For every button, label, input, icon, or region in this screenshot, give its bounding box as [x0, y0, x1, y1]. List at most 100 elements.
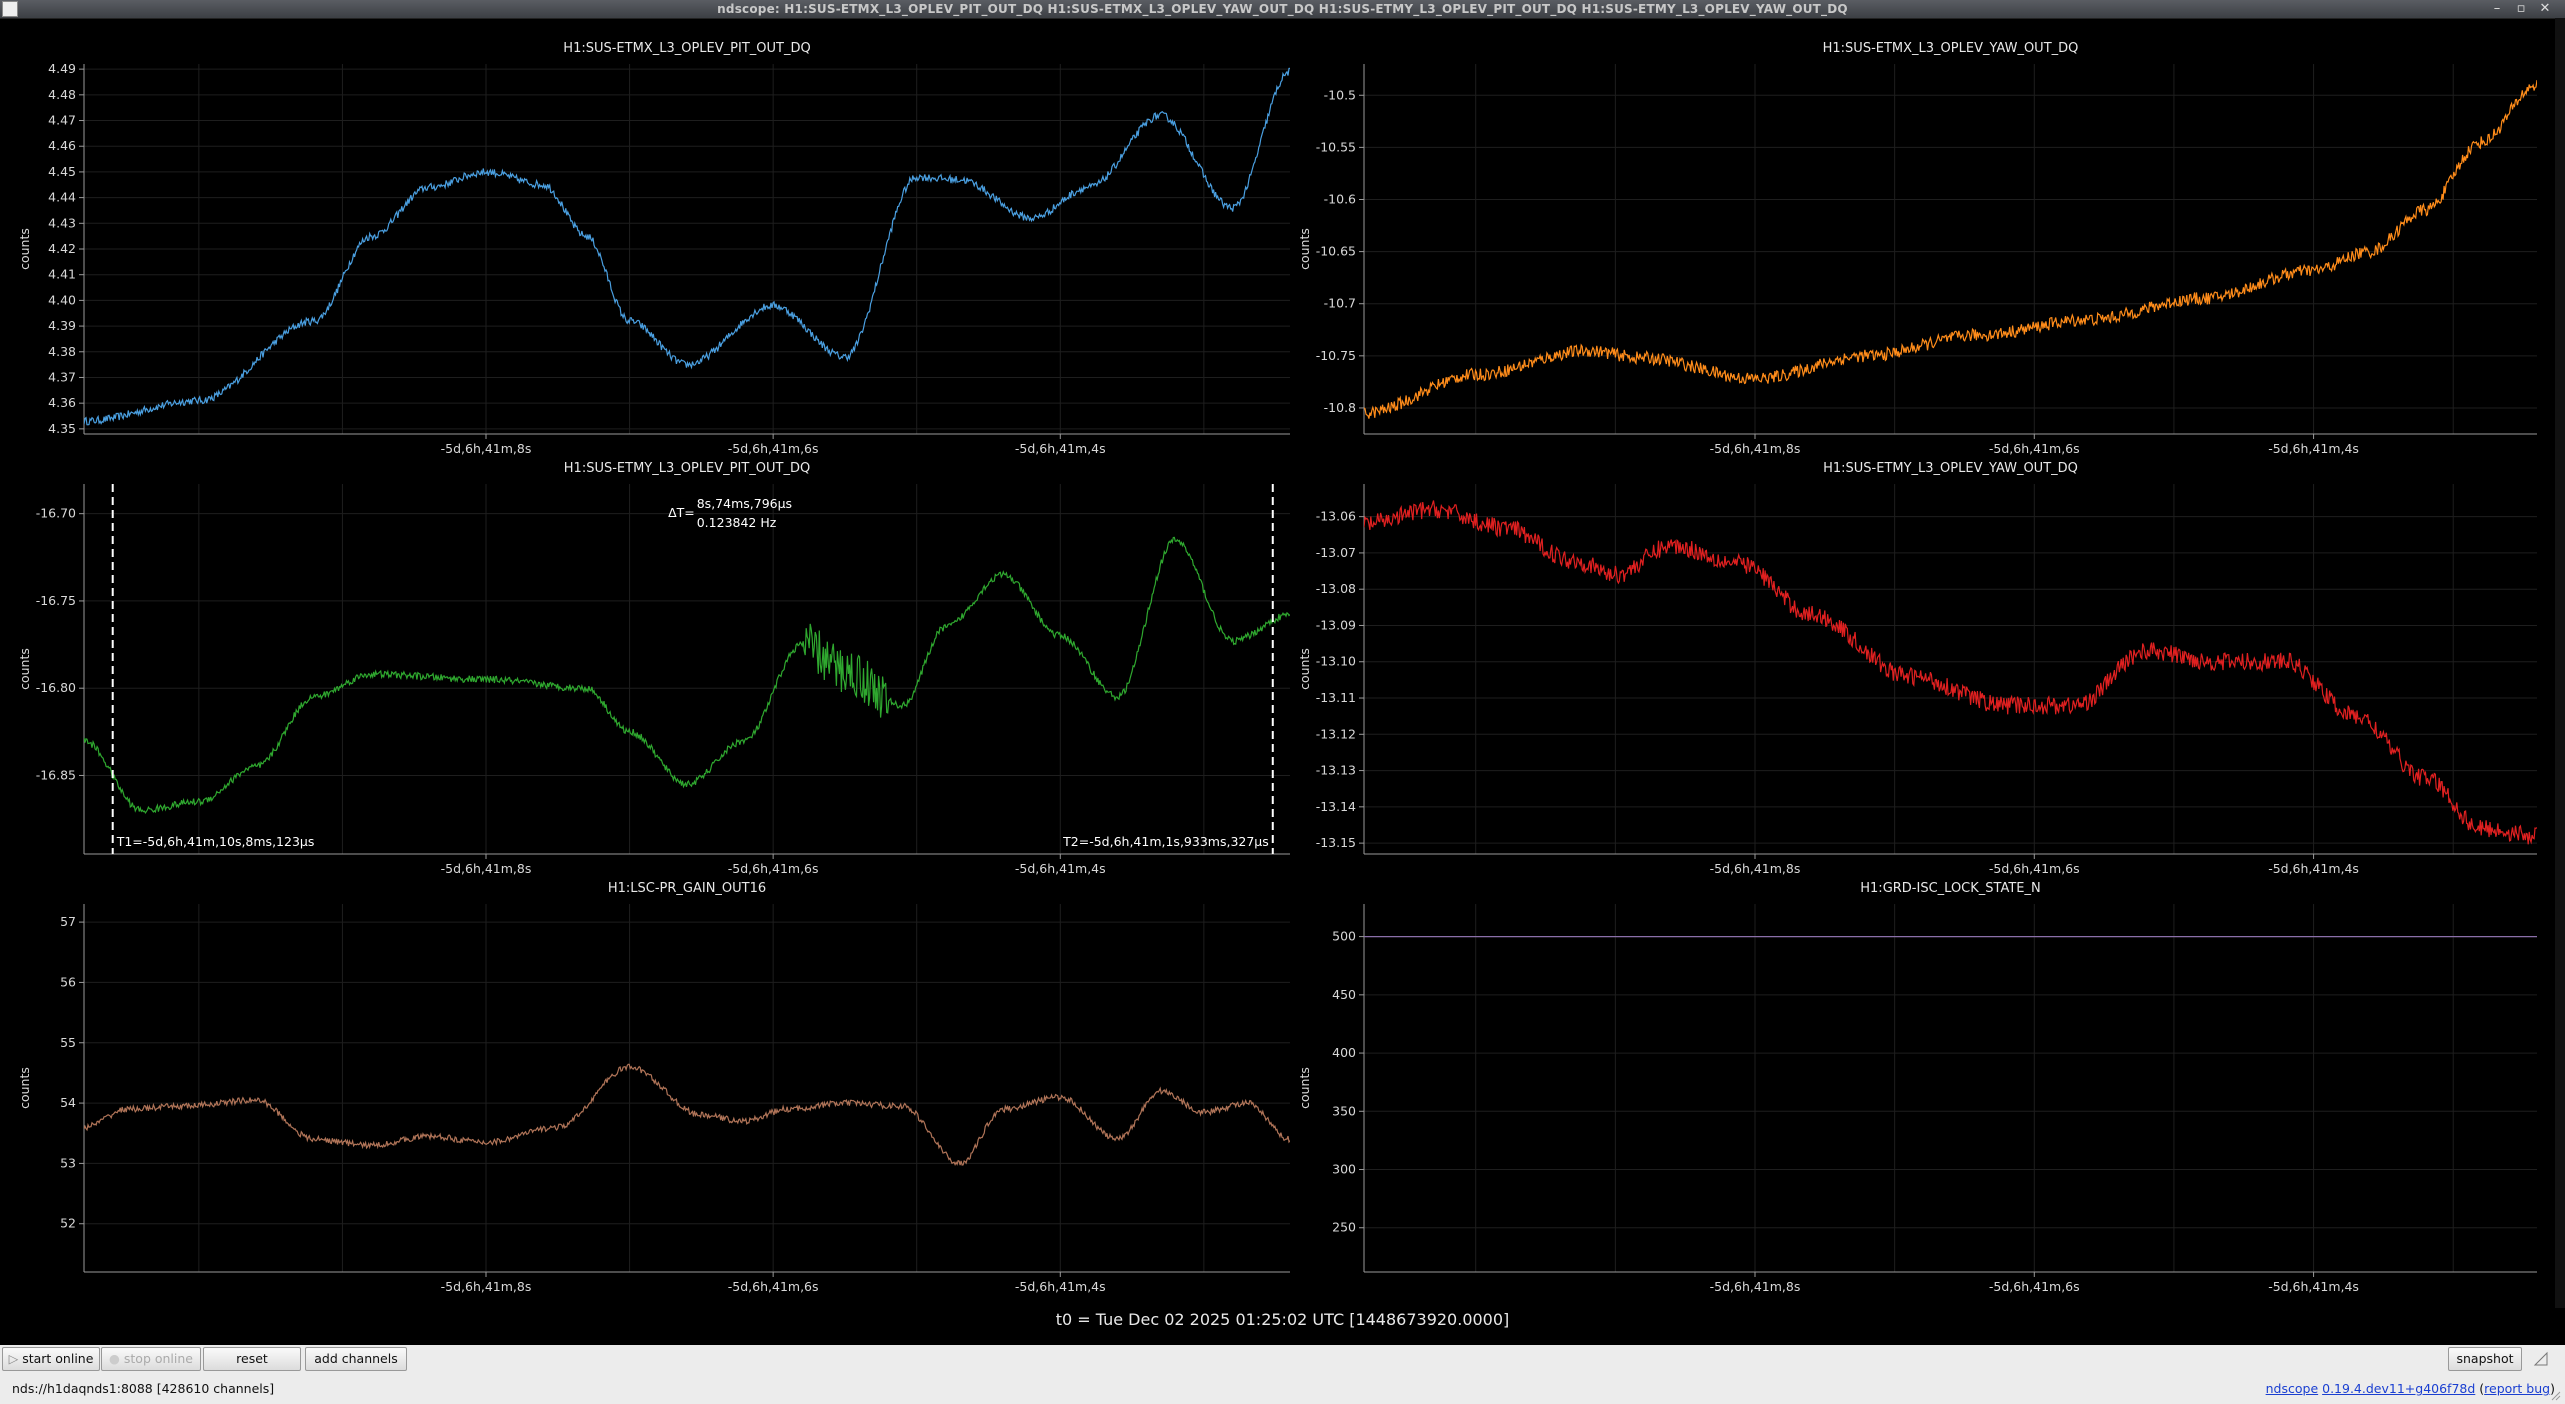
- y-tick-label: 4.41: [48, 267, 76, 282]
- status-bar: nds://h1daqnds1:8088 [428610 channels] n…: [0, 1373, 2565, 1404]
- y-tick-label: 4.35: [48, 421, 76, 436]
- start-online-button[interactable]: ▷ start online: [2, 1347, 100, 1371]
- y-tick-label: -10.75: [1316, 348, 1356, 363]
- plot-area[interactable]: H1:SUS-ETMX_L3_OPLEV_PIT_OUT_DQ 4.35 4.36 4…: [0, 18, 2565, 1308]
- cursor-t1-label: T1=-5d,6h,41m,10s,8ms,123µs: [116, 834, 315, 849]
- y-axis-label: counts: [1297, 1067, 1312, 1109]
- snapshot-button[interactable]: snapshot: [2448, 1347, 2522, 1371]
- y-tick-label: 4.44: [48, 190, 76, 205]
- y-tick-label: 53: [60, 1155, 76, 1170]
- y-tick-label: -10.65: [1316, 244, 1356, 259]
- y-tick-label: -10.8: [1324, 400, 1356, 415]
- y-tick-label: -16.70: [36, 506, 76, 521]
- y-axis-label: counts: [1297, 648, 1312, 690]
- x-tick-label: -5d,6h,41m,4s: [2268, 441, 2359, 456]
- series-line: [84, 536, 1290, 815]
- y-tick-label: 4.42: [48, 241, 76, 256]
- x-tick-label: -5d,6h,41m,6s: [1989, 1279, 2080, 1294]
- y-tick-label: 4.49: [48, 61, 76, 76]
- plot-panel-4: H1:SUS-ETMY_L3_OPLEV_YAW_OUT_DQ -13.06 -13…: [1297, 461, 2537, 876]
- control-bar: ▷ start online ● stop online reset add c…: [0, 1345, 2565, 1373]
- plot-title: H1:SUS-ETMY_L3_OPLEV_PIT_OUT_DQ: [564, 461, 810, 476]
- reset-button[interactable]: reset: [203, 1347, 301, 1371]
- drag-handle-icon[interactable]: [2532, 1350, 2550, 1368]
- y-tick-label: 4.45: [48, 164, 76, 179]
- y-tick-label: 4.36: [48, 395, 76, 410]
- x-tick-label: -5d,6h,41m,4s: [1015, 441, 1106, 456]
- plot-panel-3: H1:SUS-ETMY_L3_OPLEV_PIT_OUT_DQ -16.70 -16…: [17, 461, 1290, 876]
- y-tick-label: 4.48: [48, 87, 76, 102]
- version-info: ndscope 0.19.4.dev11+g406f78d (report bu…: [2265, 1381, 2555, 1396]
- x-tick-label: -5d,6h,41m,4s: [2268, 1279, 2359, 1294]
- stop-online-button[interactable]: ● stop online: [101, 1347, 201, 1371]
- y-axis-label: counts: [17, 228, 32, 270]
- x-tick-label: -5d,6h,41m,8s: [441, 441, 532, 456]
- y-tick-label: 4.47: [48, 113, 76, 128]
- x-tick-label: -5d,6h,41m,6s: [1989, 861, 2080, 876]
- scrollbar[interactable]: [2555, 18, 2565, 1308]
- y-tick-label: 56: [60, 974, 76, 989]
- plot-title: H1:SUS-ETMX_L3_OPLEV_YAW_OUT_DQ: [1823, 41, 2079, 56]
- plot-title: H1:LSC-PR_GAIN_OUT16: [608, 881, 766, 896]
- x-tick-label: -5d,6h,41m,8s: [441, 861, 532, 876]
- x-tick-label: -5d,6h,41m,4s: [1015, 861, 1106, 876]
- y-tick-label: -13.15: [1316, 835, 1356, 850]
- x-tick-label: -5d,6h,41m,6s: [728, 441, 819, 456]
- y-tick-label: 54: [60, 1095, 76, 1110]
- series-line: [1364, 500, 2537, 845]
- y-tick-label: -10.5: [1324, 87, 1356, 102]
- add-channels-button[interactable]: add channels: [305, 1347, 407, 1371]
- y-tick-label: 500: [1332, 929, 1356, 944]
- y-axis-label: counts: [17, 648, 32, 690]
- ndscope-link[interactable]: ndscope: [2265, 1381, 2319, 1396]
- series-line: [1364, 80, 2537, 419]
- y-tick-label: -13.07: [1316, 545, 1356, 560]
- plot-title: H1:GRD-ISC_LOCK_STATE_N: [1860, 881, 2040, 896]
- y-axis-label: counts: [17, 1067, 32, 1109]
- y-tick-label: -13.09: [1316, 617, 1356, 632]
- y-tick-label: -13.10: [1316, 654, 1356, 669]
- y-tick-label: -16.85: [36, 767, 76, 782]
- y-tick-label: -13.13: [1316, 763, 1356, 778]
- plot-panel-2: H1:SUS-ETMX_L3_OPLEV_YAW_OUT_DQ -10.5 -10.…: [1297, 41, 2537, 456]
- x-tick-label: -5d,6h,41m,8s: [441, 1279, 532, 1294]
- y-tick-label: 4.46: [48, 138, 76, 153]
- window-title: ndscope: H1:SUS-ETMX_L3_OPLEV_PIT_OUT_DQ…: [717, 2, 1848, 16]
- plot-panel-1: H1:SUS-ETMX_L3_OPLEV_PIT_OUT_DQ 4.35 4.36 4…: [17, 41, 1290, 456]
- y-tick-label: 350: [1332, 1103, 1356, 1118]
- version-link[interactable]: 0.19.4.dev11+g406f78d: [2322, 1381, 2476, 1396]
- server-info: nds://h1daqnds1:8088 [428610 channels]: [12, 1381, 275, 1396]
- y-tick-label: 4.37: [48, 369, 76, 384]
- y-tick-label: -10.7: [1324, 296, 1356, 311]
- plot-title: H1:SUS-ETMX_L3_OPLEV_PIT_OUT_DQ: [563, 41, 810, 56]
- window-controls: – ▫ ✕: [2485, 0, 2557, 18]
- y-tick-label: 4.39: [48, 318, 76, 333]
- y-tick-label: -13.06: [1316, 509, 1356, 524]
- plot-panel-6: H1:GRD-ISC_LOCK_STATE_N 500 450 400 350 300 25…: [1297, 881, 2537, 1294]
- cursor-t2-label: T2=-5d,6h,41m,1s,933ms,327µs: [1062, 834, 1269, 849]
- minimize-button[interactable]: –: [2493, 1, 2501, 16]
- x-tick-label: -5d,6h,41m,6s: [728, 861, 819, 876]
- y-tick-label: -13.11: [1316, 690, 1356, 705]
- y-tick-label: -13.14: [1316, 799, 1356, 814]
- series-line: [84, 1063, 1290, 1166]
- report-bug-link[interactable]: report bug: [2484, 1381, 2551, 1396]
- plot-panel-5: H1:LSC-PR_GAIN_OUT16 52 53 54 55 56 57 -5d,6h,4…: [17, 881, 1290, 1294]
- x-tick-label: -5d,6h,41m,8s: [1710, 861, 1801, 876]
- y-tick-label: 55: [60, 1035, 76, 1050]
- y-tick-label: -10.6: [1324, 191, 1356, 206]
- x-tick-label: -5d,6h,41m,6s: [728, 1279, 819, 1294]
- app-icon: [2, 1, 18, 17]
- close-button[interactable]: ✕: [2539, 1, 2551, 16]
- y-axis-label: counts: [1297, 228, 1312, 270]
- y-tick-label: -16.75: [36, 593, 76, 608]
- window-titlebar: ndscope: H1:SUS-ETMX_L3_OPLEV_PIT_OUT_DQ…: [0, 0, 2565, 19]
- resize-grip-icon[interactable]: [2551, 1391, 2561, 1401]
- delta-t-label: ΔT=: [668, 505, 695, 520]
- y-tick-label: 450: [1332, 987, 1356, 1002]
- y-tick-label: 4.43: [48, 215, 76, 230]
- y-tick-label: 57: [60, 914, 76, 929]
- maximize-button[interactable]: ▫: [2516, 1, 2526, 16]
- series-line: [84, 67, 1290, 426]
- delta-freq-value: 0.123842 Hz: [697, 515, 777, 530]
